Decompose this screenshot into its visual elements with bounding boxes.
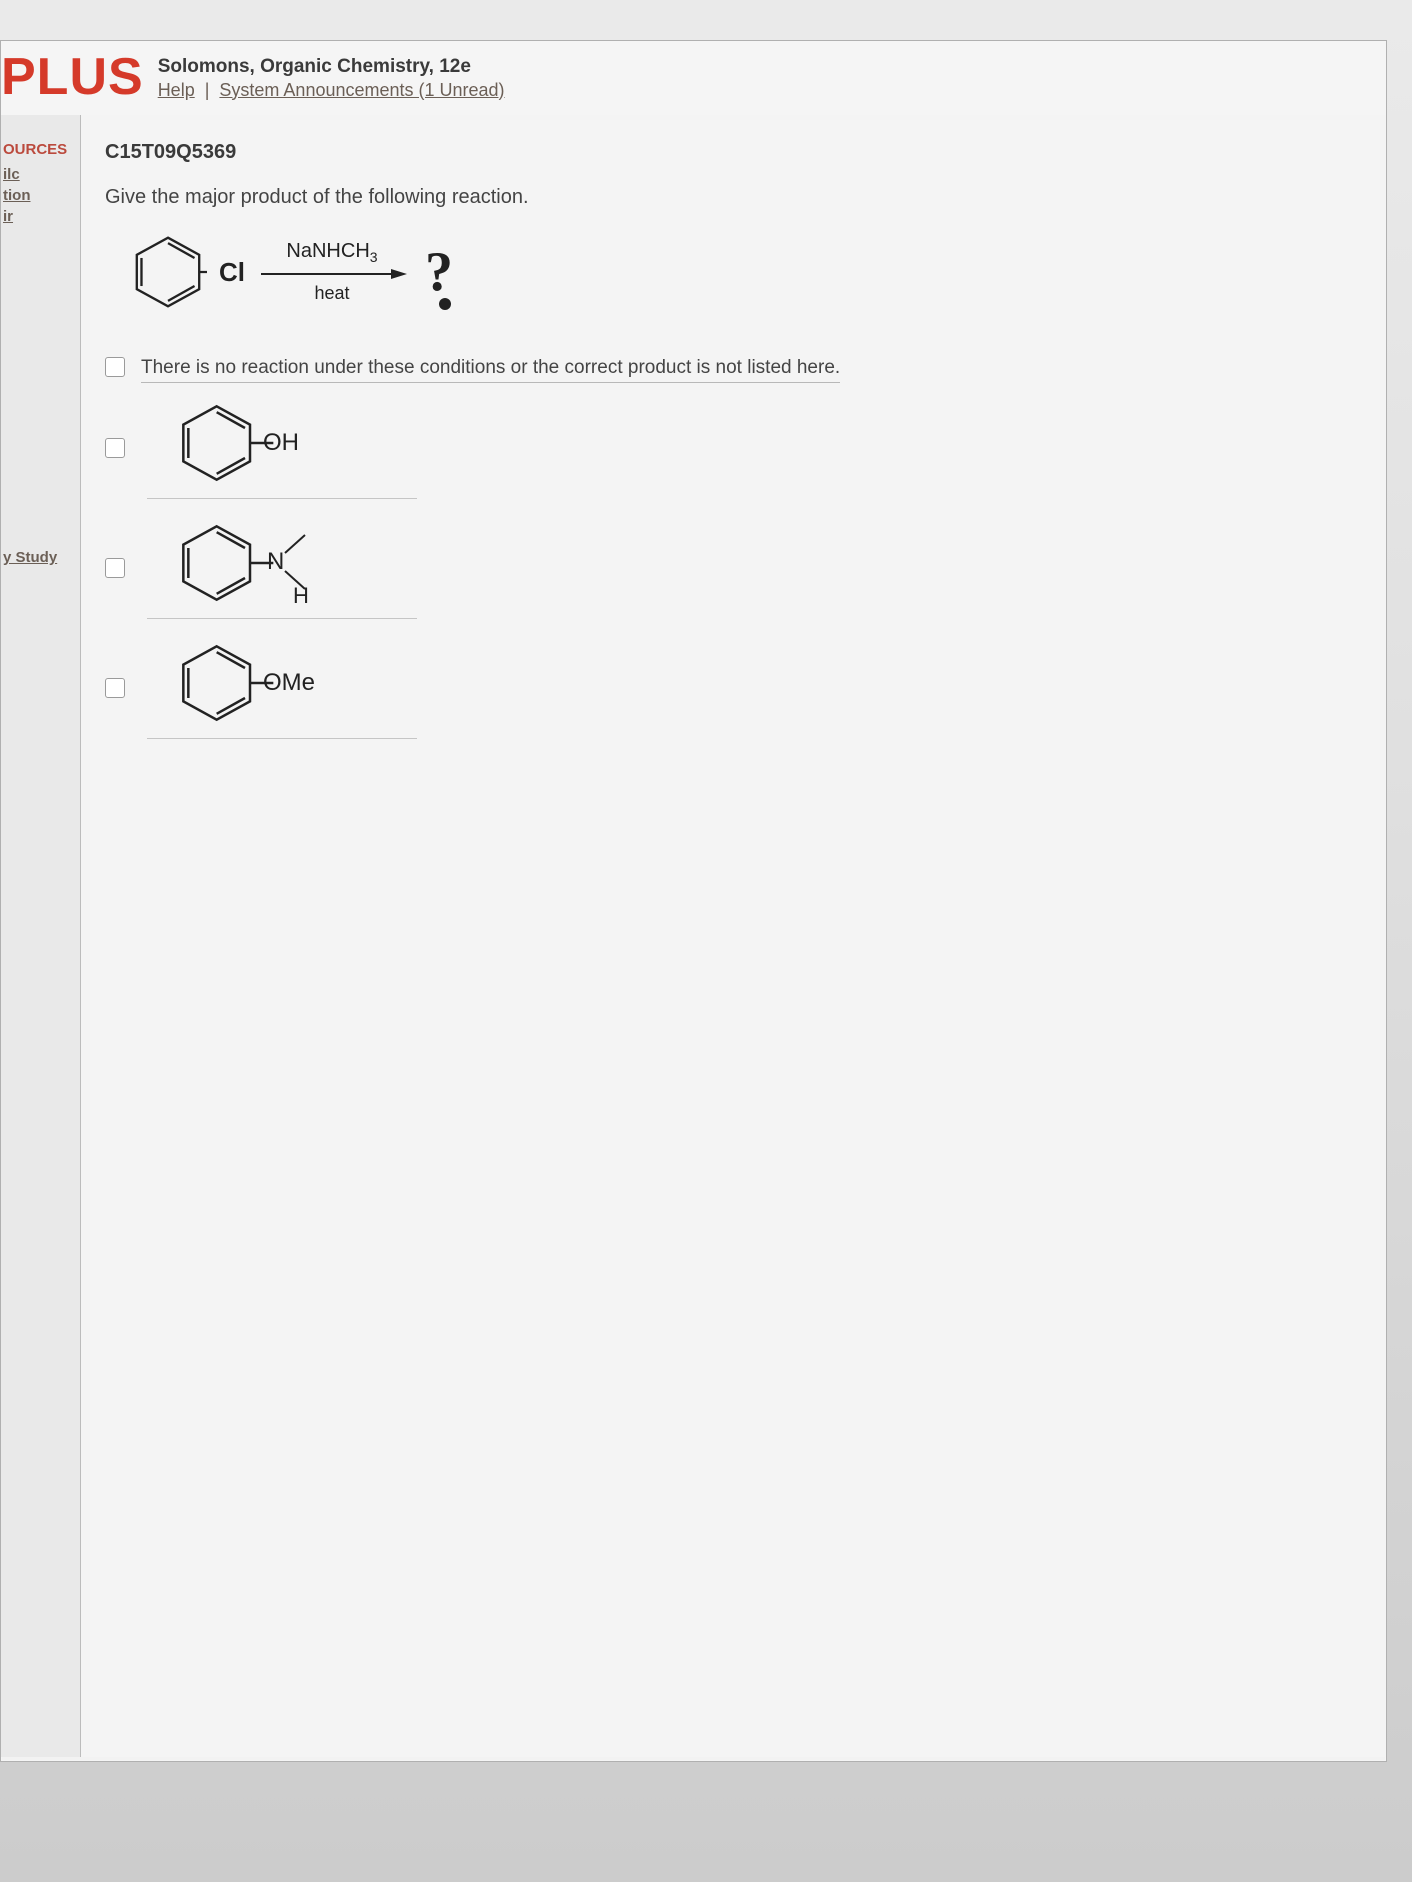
question-id: C15T09Q5369 [105,141,1356,164]
option-d-structure: OMe [147,629,417,739]
option-b-structure: OH [147,389,417,499]
header-links: Help | System Announcements (1 Unread) [158,80,505,101]
starting-substituent: Cl [219,257,245,288]
benzene-icon [175,520,261,606]
reagent-top-sub: 3 [370,249,378,265]
question-mark-icon: ? [425,250,453,295]
option-c[interactable]: N H [105,509,1356,619]
option-d[interactable]: OMe [105,629,1356,739]
option-a[interactable]: There is no reaction under these conditi… [105,357,1356,383]
book-title: Solomons, Organic Chemistry, 12e [158,56,505,78]
question-panel: C15T09Q5369 Give the major product of th… [81,115,1386,1757]
option-c-H: H [293,583,309,603]
app-header: PLUS Solomons, Organic Chemistry, 12e He… [1,41,1386,115]
option-c-ngroup: N H [261,523,331,603]
app-window: PLUS Solomons, Organic Chemistry, 12e He… [0,40,1387,1762]
benzene-icon [129,233,207,311]
benzene-icon [175,640,261,726]
reagent-top: NaNHCH3 [286,240,377,265]
sidebar-item-2[interactable]: ir [1,206,80,227]
question-prompt: Give the major product of the following … [105,186,1356,209]
reaction-arrow: NaNHCH3 heat [257,240,407,304]
sidebar-item-1[interactable]: tion [1,185,80,206]
option-b[interactable]: OH [105,389,1356,499]
option-b-label: OH [263,429,299,457]
option-c-N: N [267,548,284,575]
reaction-scheme: Cl NaNHCH3 heat ? [129,233,1356,311]
option-a-text: There is no reaction under these conditi… [141,357,840,383]
help-link[interactable]: Help [158,80,195,100]
benzene-icon [175,400,261,486]
checkbox-a[interactable] [105,357,125,377]
arrow-icon [257,267,407,281]
answer-options: There is no reaction under these conditi… [105,357,1356,739]
sidebar-item-0[interactable]: ilc [1,164,80,185]
sidebar-heading: OURCES [1,141,80,158]
sidebar: OURCES ilc tion ir y Study [1,115,81,1757]
brand-logo: PLUS [1,51,144,103]
checkbox-b[interactable] [105,438,125,458]
checkbox-c[interactable] [105,558,125,578]
reagent-bottom: heat [314,283,349,304]
announcements-link[interactable]: System Announcements (1 Unread) [219,80,504,100]
option-d-label: OMe [263,669,315,697]
checkbox-d[interactable] [105,678,125,698]
reagent-top-prefix: NaNHCH [286,240,369,262]
option-c-structure: N H [147,509,417,619]
sidebar-item-study[interactable]: y Study [1,547,80,568]
